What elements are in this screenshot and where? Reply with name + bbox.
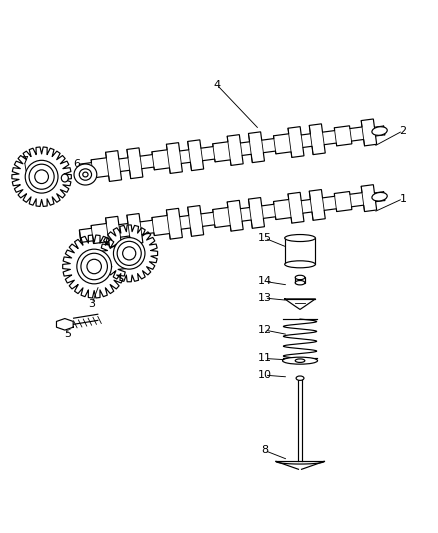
Ellipse shape xyxy=(295,275,305,280)
Polygon shape xyxy=(276,462,324,464)
Circle shape xyxy=(29,164,54,189)
Circle shape xyxy=(81,253,107,280)
Text: 1: 1 xyxy=(399,193,406,204)
Polygon shape xyxy=(57,319,73,330)
Text: 5: 5 xyxy=(64,329,71,340)
Polygon shape xyxy=(285,299,315,310)
Circle shape xyxy=(113,238,145,269)
Circle shape xyxy=(25,160,58,193)
Ellipse shape xyxy=(295,359,305,362)
Text: 6: 6 xyxy=(73,159,80,168)
Text: 10: 10 xyxy=(258,370,272,380)
Circle shape xyxy=(77,249,112,284)
Text: 2: 2 xyxy=(399,126,406,136)
FancyBboxPatch shape xyxy=(285,238,315,264)
Text: 7: 7 xyxy=(21,156,28,166)
Circle shape xyxy=(35,170,49,183)
Ellipse shape xyxy=(61,174,68,182)
Text: 3: 3 xyxy=(88,298,95,309)
Circle shape xyxy=(117,241,141,265)
Text: 14: 14 xyxy=(258,277,272,286)
Ellipse shape xyxy=(296,376,304,381)
Ellipse shape xyxy=(83,172,88,177)
Ellipse shape xyxy=(372,192,387,201)
Ellipse shape xyxy=(74,164,97,185)
Polygon shape xyxy=(79,119,385,181)
Ellipse shape xyxy=(285,235,315,241)
Text: 12: 12 xyxy=(258,325,272,335)
Ellipse shape xyxy=(283,357,318,364)
FancyBboxPatch shape xyxy=(295,278,305,282)
Text: 15: 15 xyxy=(258,233,272,243)
Ellipse shape xyxy=(372,127,387,135)
Text: 13: 13 xyxy=(258,293,272,303)
Text: 8: 8 xyxy=(261,446,268,456)
Ellipse shape xyxy=(295,280,305,285)
Circle shape xyxy=(87,259,102,274)
Polygon shape xyxy=(79,184,385,247)
Circle shape xyxy=(123,247,136,260)
Ellipse shape xyxy=(285,261,315,268)
Text: 4: 4 xyxy=(213,80,220,90)
Text: 11: 11 xyxy=(258,353,272,364)
Ellipse shape xyxy=(79,169,92,180)
